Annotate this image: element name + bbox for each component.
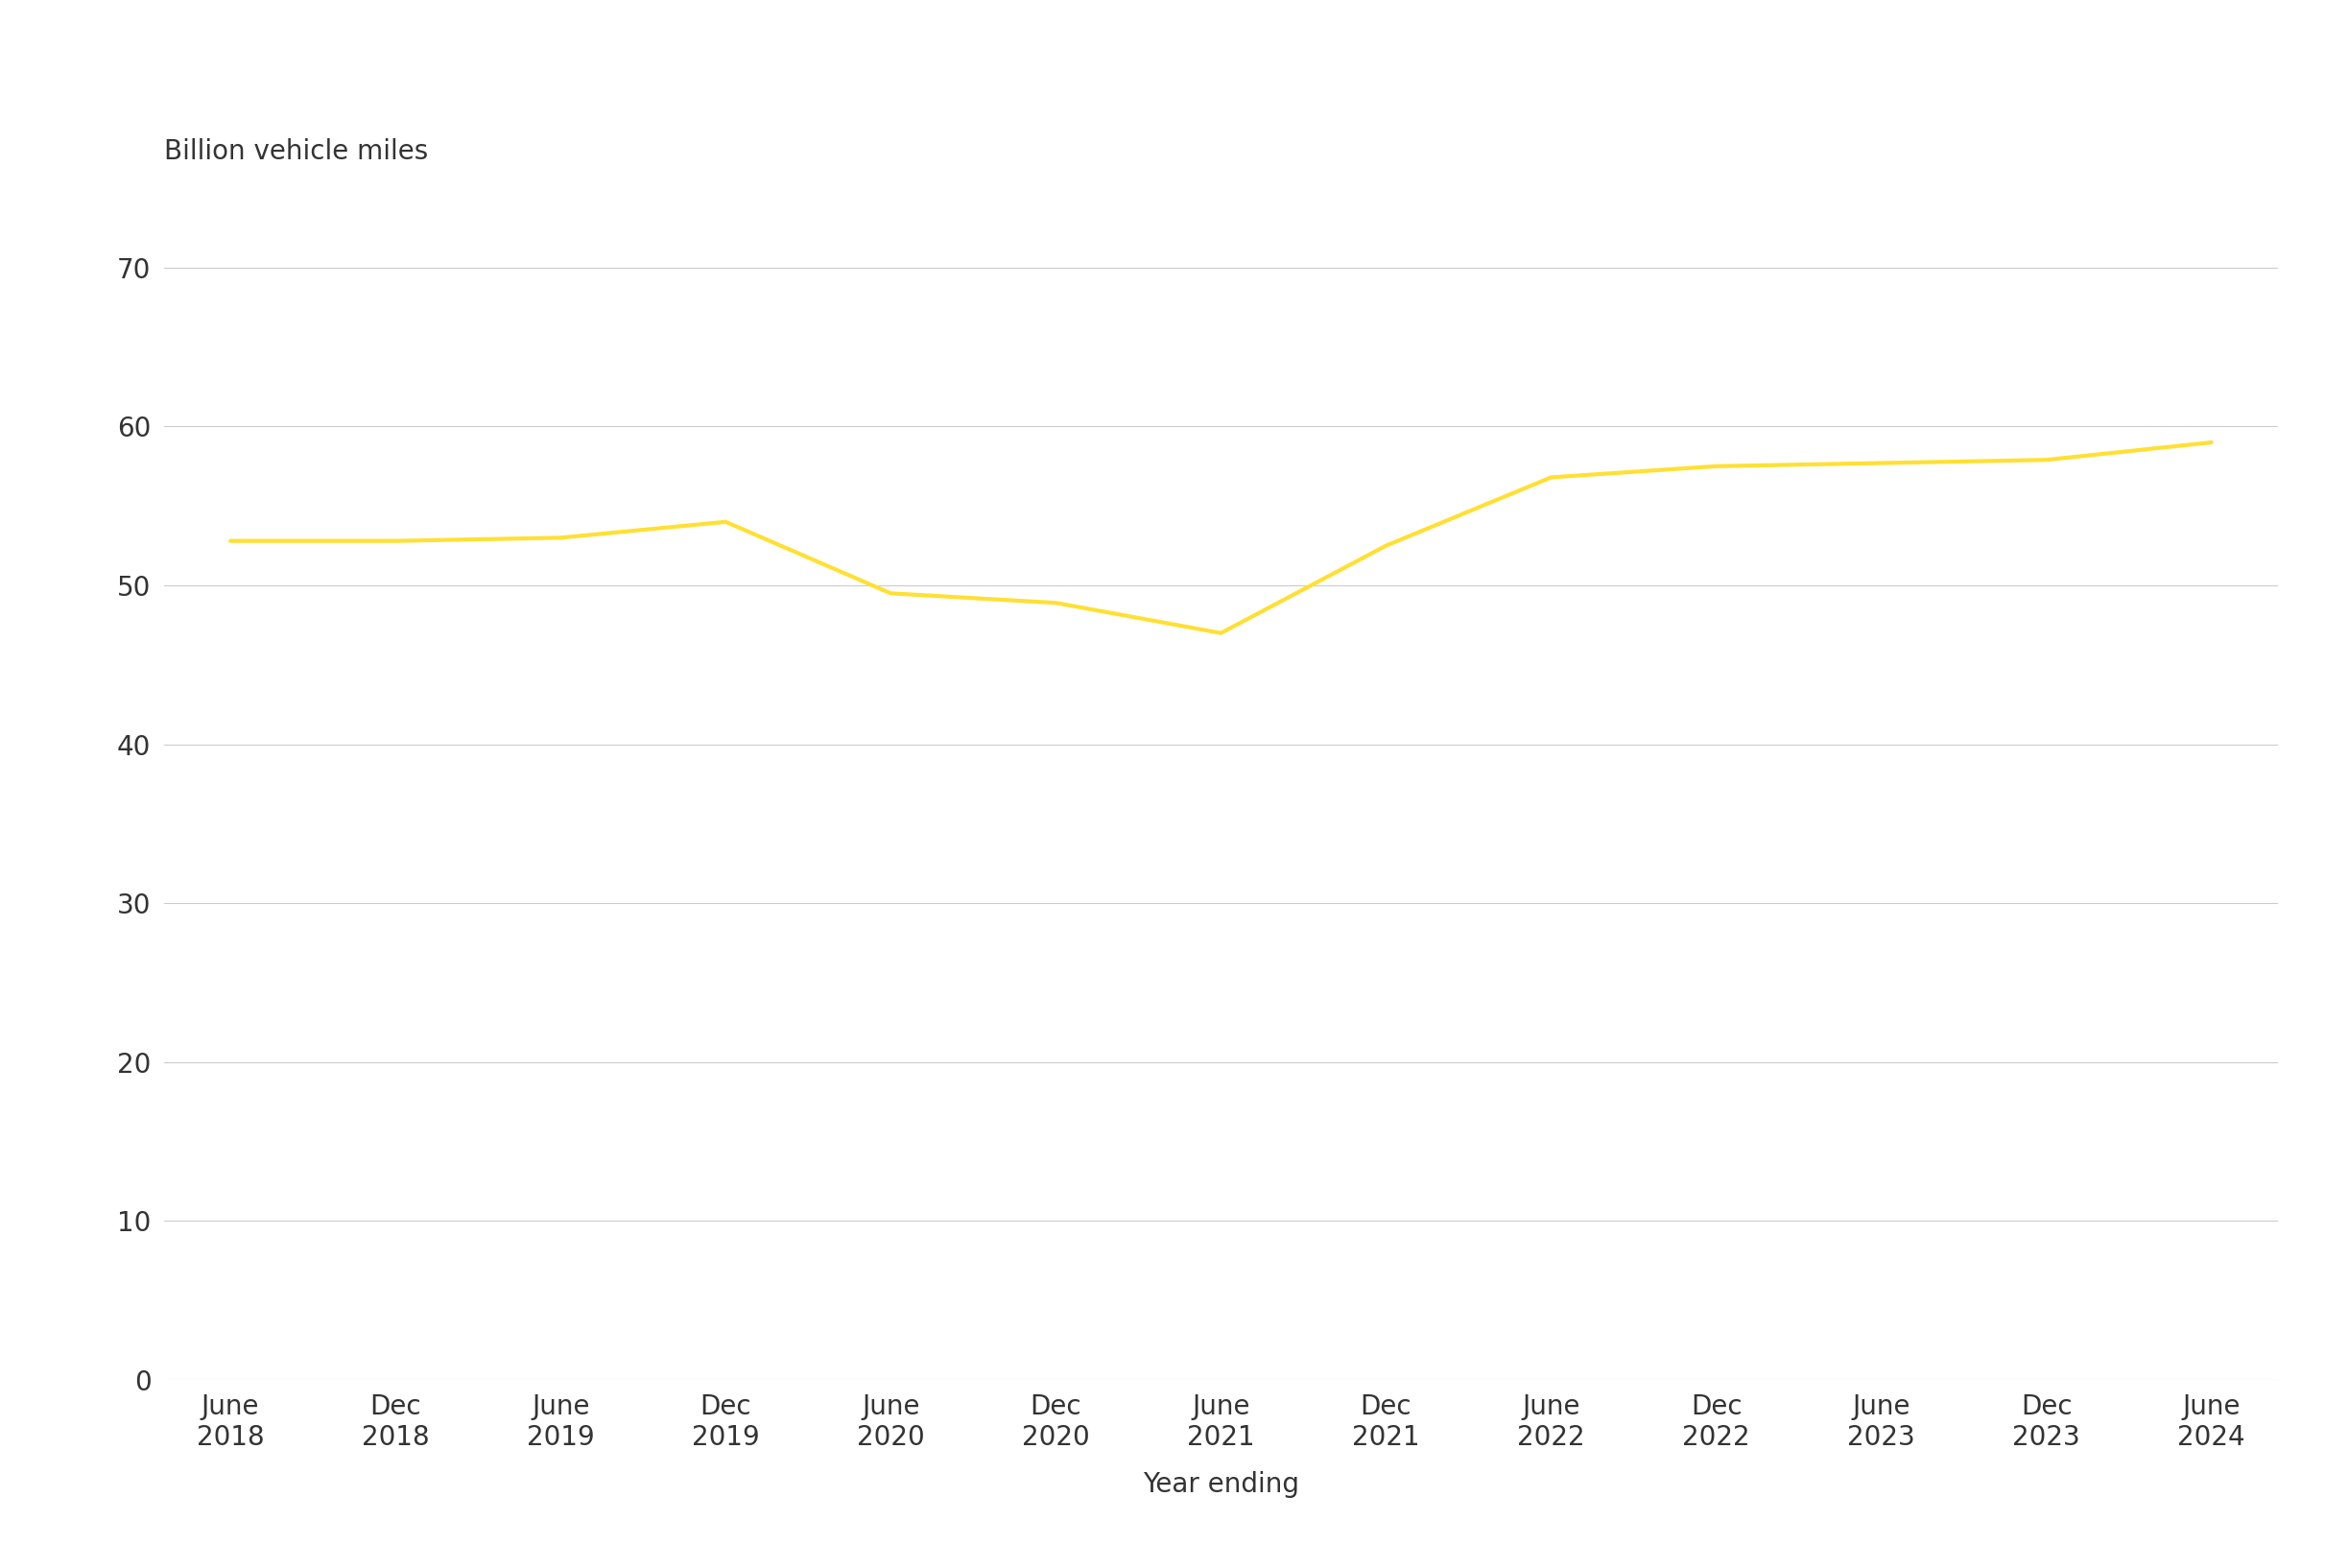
Text: Billion vehicle miles: Billion vehicle miles (164, 138, 427, 165)
X-axis label: Year ending: Year ending (1143, 1471, 1298, 1497)
